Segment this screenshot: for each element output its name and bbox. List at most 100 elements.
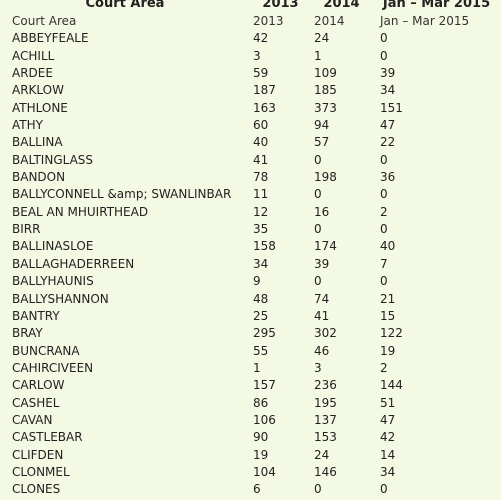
table-row: BIRR 35 0 0 — [0, 221, 501, 238]
cell-jan-mar-2015: 42 — [380, 430, 396, 445]
cell-jan-mar-2015: 0 — [380, 152, 388, 167]
cell-jan-mar-2015: 51 — [380, 395, 396, 410]
cell-jan-mar-2015: 15 — [380, 308, 396, 323]
cell-court-area: BALLYHAUNIS — [12, 274, 94, 289]
cell-2014: 1 — [314, 48, 322, 63]
cell-2014: 24 — [314, 447, 330, 462]
table-row: CLIFDEN 19 24 14 — [0, 447, 501, 464]
cell-jan-mar-2015: 22 — [380, 135, 396, 150]
table-row: BALLYSHANNON 48 74 21 — [0, 291, 501, 308]
cell-court-area: CARLOW — [12, 378, 65, 393]
cell-jan-mar-2015: 0 — [380, 187, 388, 202]
cell-jan-mar-2015: Jan – Mar 2015 — [380, 14, 470, 28]
cell-court-area: CLONES — [12, 482, 61, 497]
cell-2014: 41 — [314, 308, 330, 323]
header-court-area: Court Area — [85, 0, 165, 11]
cell-2014: 137 — [314, 412, 337, 427]
cell-jan-mar-2015: 0 — [380, 482, 388, 497]
table-body: Court Area 2013 2014 Jan – Mar 2015 ABBEYFEA… — [0, 13, 501, 499]
cell-court-area: Court Area — [12, 14, 77, 28]
cell-jan-mar-2015: 7 — [380, 256, 388, 271]
cell-jan-mar-2015: 34 — [380, 83, 396, 98]
header-2014: 2014 — [323, 0, 360, 11]
cell-2013: 157 — [253, 378, 276, 393]
cell-court-area: BALLINA — [12, 135, 63, 150]
cell-jan-mar-2015: 14 — [380, 447, 396, 462]
table-header-row: Court Area 2013 2014 Jan – Mar 2015 — [0, 0, 501, 13]
cell-2013: 35 — [253, 222, 269, 237]
cell-2013: 295 — [253, 326, 276, 341]
cell-2014: 46 — [314, 343, 330, 358]
cell-jan-mar-2015: 122 — [380, 326, 403, 341]
cell-2013: 40 — [253, 135, 269, 150]
cell-court-area: BALLINASLOE — [12, 239, 94, 254]
cell-2013: 106 — [253, 412, 276, 427]
cell-jan-mar-2015: 0 — [380, 274, 388, 289]
cell-jan-mar-2015: 0 — [380, 222, 388, 237]
table-row: BUNCRANA 55 46 19 — [0, 343, 501, 360]
cell-jan-mar-2015: 2 — [380, 204, 388, 219]
table-row: BEAL AN MHUIRTHEAD 12 16 2 — [0, 204, 501, 221]
cell-court-area: CLONMEL — [12, 464, 70, 479]
table-row: CAVAN 106 137 47 — [0, 412, 501, 429]
table-row: BALLYHAUNIS 9 0 0 — [0, 273, 501, 290]
cell-2013: 25 — [253, 308, 269, 323]
cell-2014: 174 — [314, 239, 337, 254]
cell-court-area: BANDON — [12, 170, 66, 185]
cell-court-area: BALLYCONNELL &amp; SWANLINBAR — [12, 187, 232, 202]
table-row: BALLAGHADERREEN 34 39 7 — [0, 256, 501, 273]
table-row: BRAY 295 302 122 — [0, 325, 501, 342]
cell-2014: 16 — [314, 204, 330, 219]
cell-court-area: BUNCRANA — [12, 343, 80, 358]
cell-2014: 0 — [314, 152, 322, 167]
cell-court-area: ABBEYFEALE — [12, 31, 89, 46]
cell-2014: 3 — [314, 360, 322, 375]
cell-court-area: CASHEL — [12, 395, 60, 410]
cell-2013: 42 — [253, 31, 269, 46]
table-row: CASHEL 86 195 51 — [0, 395, 501, 412]
cell-2013: 9 — [253, 274, 261, 289]
table-row: ATHLONE 163 373 151 — [0, 100, 501, 117]
cell-court-area: BALLYSHANNON — [12, 291, 109, 306]
cell-2014: 0 — [314, 482, 322, 497]
cell-2014: 153 — [314, 430, 337, 445]
table-subheader-row: Court Area 2013 2014 Jan – Mar 2015 — [0, 13, 501, 30]
cell-jan-mar-2015: 47 — [380, 412, 396, 427]
table-row: CARLOW 157 236 144 — [0, 377, 501, 394]
cell-2013: 158 — [253, 239, 276, 254]
cell-2013: 163 — [253, 100, 276, 115]
table-row: ATHY 60 94 47 — [0, 117, 501, 134]
cell-2013: 104 — [253, 464, 276, 479]
cell-2013: 78 — [253, 170, 269, 185]
table-row: CASTLEBAR 90 153 42 — [0, 429, 501, 446]
cell-jan-mar-2015: 47 — [380, 118, 396, 133]
cell-jan-mar-2015: 34 — [380, 464, 396, 479]
cell-2014: 0 — [314, 187, 322, 202]
cell-2014: 2014 — [314, 14, 345, 28]
cell-jan-mar-2015: 144 — [380, 378, 403, 393]
table-row: BALLYCONNELL &amp; SWANLINBAR 11 0 0 — [0, 186, 501, 203]
cell-2013: 48 — [253, 291, 269, 306]
cell-2013: 41 — [253, 152, 269, 167]
table-row: BALTINGLASS 41 0 0 — [0, 152, 501, 169]
header-2013: 2013 — [262, 0, 299, 11]
cell-2014: 146 — [314, 464, 337, 479]
cell-2013: 12 — [253, 204, 269, 219]
cell-2013: 60 — [253, 118, 269, 133]
cell-2013: 19 — [253, 447, 269, 462]
cell-court-area: BIRR — [12, 222, 41, 237]
cell-court-area: BRAY — [12, 326, 43, 341]
cell-2013: 2013 — [253, 14, 284, 28]
cell-court-area: CAHIRCIVEEN — [12, 360, 94, 375]
cell-jan-mar-2015: 2 — [380, 360, 388, 375]
cell-jan-mar-2015: 0 — [380, 31, 388, 46]
table-row: BANTRY 25 41 15 — [0, 308, 501, 325]
cell-2014: 39 — [314, 256, 330, 271]
cell-2014: 185 — [314, 83, 337, 98]
cell-2014: 0 — [314, 274, 322, 289]
cell-court-area: ATHLONE — [12, 100, 68, 115]
cell-2013: 3 — [253, 48, 261, 63]
cell-court-area: CASTLEBAR — [12, 430, 83, 445]
cell-jan-mar-2015: 39 — [380, 66, 396, 81]
table-row: ARDEE 59 109 39 — [0, 65, 501, 82]
